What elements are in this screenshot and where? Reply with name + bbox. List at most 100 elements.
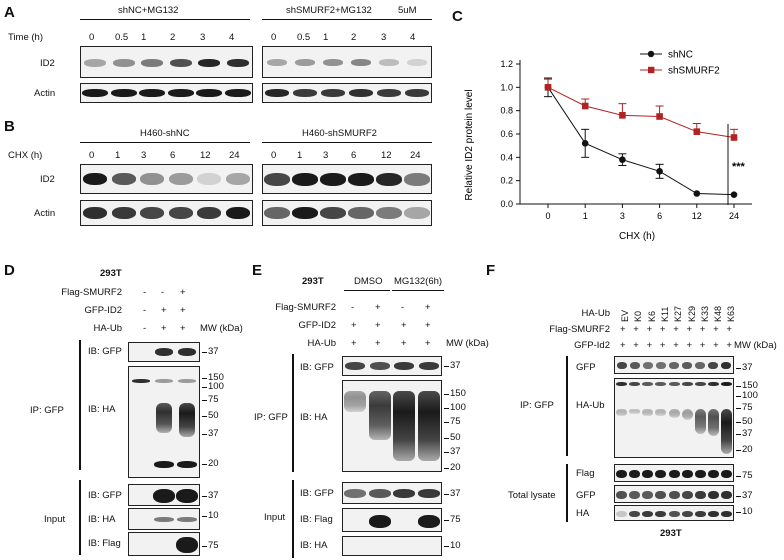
band-f-ha-top	[616, 382, 628, 386]
band-e-in-gfp	[344, 489, 367, 498]
band-f-ha-top	[694, 382, 706, 386]
smear-f-ha	[655, 409, 667, 416]
f-mw-tick	[736, 422, 741, 423]
smear-e-ha	[368, 391, 391, 440]
band-d-in-ha	[177, 517, 198, 522]
chx-label-b2: 0	[271, 150, 277, 161]
panel-label-b: B	[4, 118, 15, 135]
smear-d-ha	[179, 403, 196, 437]
band-b-id2	[140, 173, 165, 185]
chx-label-b2: 12	[381, 150, 392, 161]
band-d-in-gfp	[153, 489, 175, 503]
ib-ha-input-d: IB: HA	[88, 514, 116, 525]
cond-sign-e: +	[425, 338, 431, 349]
legend-label-shNC: shNC	[668, 50, 693, 61]
significance-marker: ***	[732, 161, 746, 173]
blot-a-actin-shsmurf2	[262, 83, 432, 103]
band-a-id2	[323, 59, 343, 66]
chx-label-b1: 0	[89, 150, 95, 161]
d-mw-9: 75	[208, 540, 219, 551]
ib-ha-e: IB: HA	[300, 412, 328, 423]
time-label-a1: 4	[229, 32, 235, 43]
e-mw-6: 20	[450, 462, 461, 473]
data-point-shNC	[581, 140, 589, 147]
smear-f-ha	[629, 409, 641, 414]
f-mw-4: 50	[742, 416, 753, 427]
band-f-lha	[707, 511, 719, 517]
d-mw-1: 150	[208, 372, 224, 383]
data-point-shSMURF2	[693, 128, 701, 135]
d-mw-tick	[202, 464, 207, 465]
chx-label-b2: 6	[351, 150, 357, 161]
x-tick-label: 1	[583, 211, 588, 221]
band-f-lgfp	[707, 491, 719, 499]
time-label-a2: 2	[351, 32, 357, 43]
d-mw-0: 37	[208, 346, 219, 357]
band-a-actin	[110, 89, 137, 97]
lysate-bracket-f	[566, 464, 568, 522]
band-a-actin	[139, 89, 166, 97]
row-label-id2-a: ID2	[40, 58, 55, 69]
band-d-in-ha	[154, 517, 174, 522]
input-bracket-d	[79, 480, 81, 555]
blot-f-lysate-gfp	[614, 485, 734, 503]
y-tick-label: 0.2	[500, 176, 513, 186]
cond-sign-d: +	[161, 323, 167, 334]
band-b-id2	[264, 173, 290, 186]
cond-sign-e: +	[375, 338, 381, 349]
y-tick-label: 0.6	[500, 129, 513, 139]
input-label-d: Input	[44, 514, 66, 525]
band-a-id2	[198, 59, 221, 67]
e-mw-tick	[444, 468, 449, 469]
blot-d-input-gfp	[128, 484, 200, 506]
band-f-gfp	[669, 362, 679, 369]
f-mw-6: 20	[742, 444, 753, 455]
cell-line-d: 293T	[100, 268, 122, 279]
x-tick-label: 0	[545, 211, 550, 221]
band-f-ha-top	[681, 382, 693, 386]
band-d-gfp	[155, 348, 173, 356]
group-label-shsmurf2: shSMURF2+MG132	[286, 5, 372, 16]
blot-d-input-flag	[128, 532, 200, 556]
d-mw-6: 20	[208, 458, 219, 469]
input-bracket-e	[292, 480, 294, 558]
ip-label-f: IP: GFP	[520, 400, 554, 411]
cond-sign-d: -	[161, 287, 165, 298]
e-mw-3: 75	[450, 416, 461, 427]
cond-sign-f: +	[633, 340, 639, 351]
chx-label-b2: 24	[410, 150, 421, 161]
data-point-shNC	[656, 168, 663, 175]
cond-sign-e: +	[425, 320, 431, 331]
f-mw-tick	[736, 512, 741, 513]
time-label-a1: 3	[200, 32, 206, 43]
band-b-id2	[111, 173, 136, 185]
blot-d-ip-ha	[128, 366, 200, 478]
x-tick-label: 24	[729, 211, 739, 221]
ib-gfp-input-e: IB: GFP	[300, 488, 334, 499]
band-f-lgfp	[616, 491, 628, 499]
group-label-h460-shnc: H460-shNC	[140, 128, 190, 139]
band-e-gfp	[418, 362, 439, 370]
lane-label-f: K6	[646, 310, 657, 322]
smear-f-ha	[642, 409, 654, 416]
band-f-flag	[720, 470, 732, 478]
band-a-actin	[321, 89, 345, 97]
cond-label-flag-smurf2-f: Flag-SMURF2	[549, 324, 610, 335]
band-f-lha	[629, 511, 641, 517]
d-mw-tick	[202, 496, 207, 497]
band-e-in-gfp	[393, 489, 416, 498]
series-line-shNC	[547, 87, 735, 196]
d-mw-tick	[202, 352, 207, 353]
chx-label-b1: 24	[229, 150, 240, 161]
ib-flag-input-e: IB: Flag	[300, 514, 333, 525]
row-label-actin-b: Actin	[34, 208, 56, 219]
band-d-ha	[131, 379, 150, 383]
band-f-gfp	[642, 362, 653, 369]
d-mw-tick	[202, 516, 207, 517]
chx-label-b1: 3	[141, 150, 147, 161]
cond-sign-f: +	[620, 340, 626, 351]
ib-gfp-input-d: IB: GFP	[88, 490, 122, 501]
band-f-flag	[629, 470, 641, 478]
band-b-id2	[168, 173, 193, 185]
band-f-gfp	[629, 362, 640, 369]
